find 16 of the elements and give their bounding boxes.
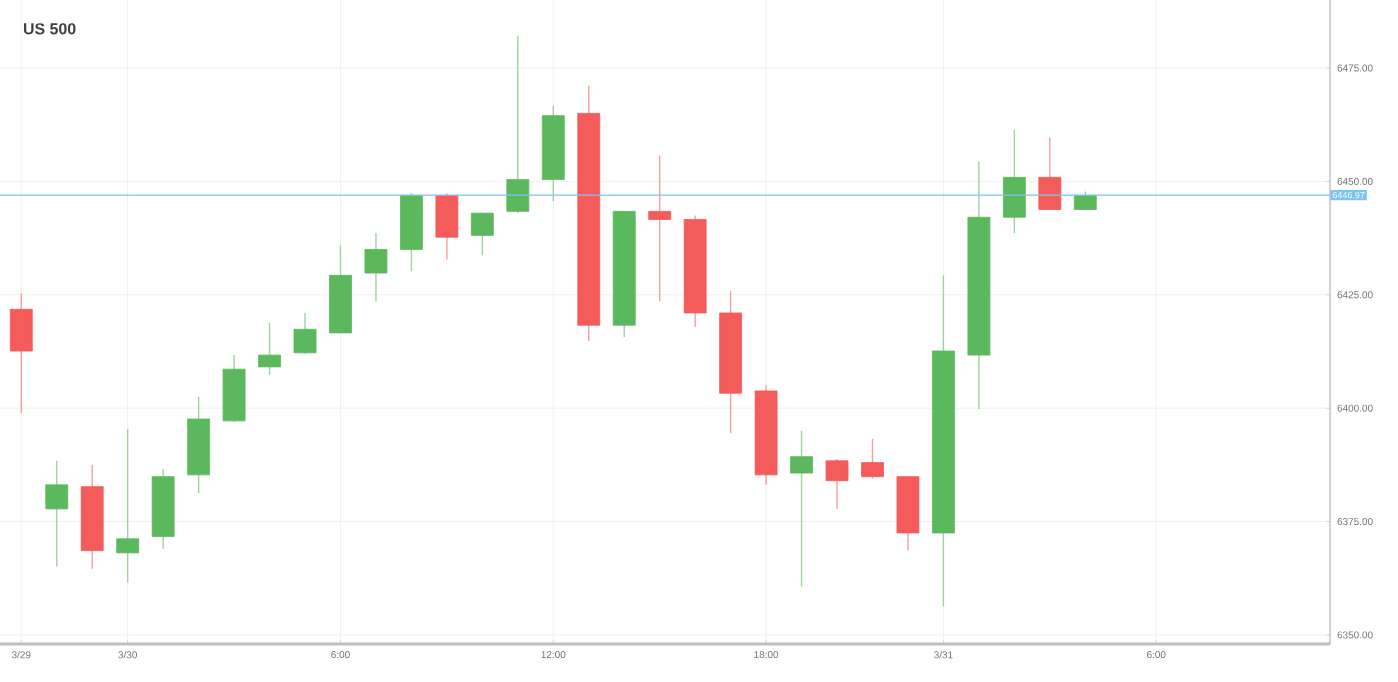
- candlestick: [45, 460, 69, 568]
- candlestick: [1038, 136, 1062, 211]
- candlestick: [116, 428, 140, 584]
- candlestick: [9, 292, 33, 414]
- candlestick: [1002, 129, 1026, 234]
- candlestick: [435, 192, 459, 261]
- candlestick: [790, 430, 813, 588]
- candlestick: [506, 35, 530, 214]
- candlestick: [825, 458, 849, 510]
- candlestick: [364, 232, 388, 302]
- candlestick: [861, 438, 884, 480]
- candlestick: [293, 312, 317, 355]
- candlestick: [1073, 190, 1097, 211]
- candlestick: [648, 154, 672, 302]
- candlestick: [470, 212, 494, 257]
- candlestick: [258, 322, 281, 376]
